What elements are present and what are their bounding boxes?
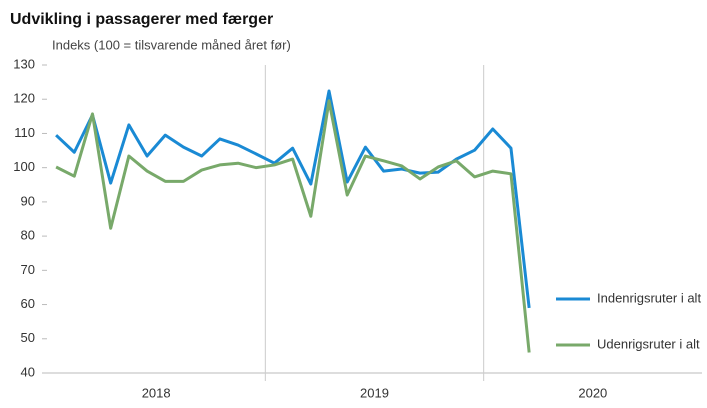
y-tick-label: 80	[21, 228, 35, 243]
legend-label: Udenrigsruter i alt	[597, 336, 700, 351]
y-tick-label: 130	[13, 56, 35, 71]
y-tick-label: 60	[21, 296, 35, 311]
y-tick-label: 120	[13, 91, 35, 106]
y-tick-label: 90	[21, 193, 35, 208]
chart-title: Udvikling i passagerer med færger	[10, 11, 273, 28]
y-tick-label: 110	[14, 125, 35, 140]
y-tick-label: 50	[21, 330, 35, 345]
y-tick-label: 100	[13, 159, 35, 174]
series-line	[55, 99, 531, 353]
chart-subtitle: Indeks (100 = tilsvarende måned året før…	[52, 37, 291, 52]
x-group-label: 2018	[142, 385, 171, 400]
x-group-label: 2020	[578, 385, 607, 400]
series-line	[55, 89, 531, 309]
y-tick-label: 70	[21, 262, 35, 277]
legend-label: Indenrigsruter i alt	[597, 290, 701, 305]
x-group-label: 2019	[360, 385, 389, 400]
y-tick-label: 40	[21, 364, 35, 379]
